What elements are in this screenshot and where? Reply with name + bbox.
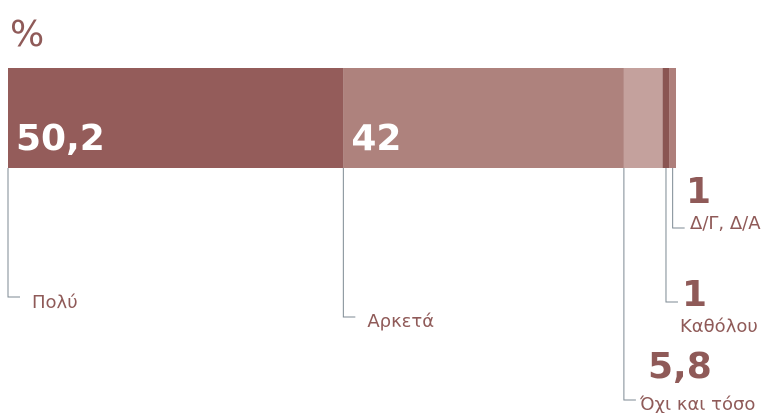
bar-segment — [8, 68, 344, 168]
leader-line — [342, 168, 356, 318]
value-label: 5,8 — [648, 346, 712, 387]
leader-line — [665, 168, 678, 303]
leader-line — [672, 168, 685, 229]
bar-segment — [662, 68, 670, 168]
bar-segment — [669, 68, 676, 168]
value-label: 1 — [682, 274, 707, 315]
bar-segment — [623, 68, 663, 168]
chart-title: % — [10, 14, 44, 55]
category-label: Δ/Γ, Δ/Α — [690, 213, 761, 234]
category-label: Πολύ — [32, 292, 78, 313]
category-label: Αρκετά — [367, 311, 434, 332]
value-label: 42 — [351, 118, 401, 159]
category-label: Καθόλου — [680, 316, 758, 337]
bar-segment — [343, 68, 624, 168]
value-label: 50,2 — [16, 118, 105, 159]
category-label: Όχι και τόσο — [639, 394, 755, 413]
leader-line — [7, 168, 20, 298]
leader-line — [623, 168, 636, 401]
value-label: 1 — [686, 171, 711, 212]
